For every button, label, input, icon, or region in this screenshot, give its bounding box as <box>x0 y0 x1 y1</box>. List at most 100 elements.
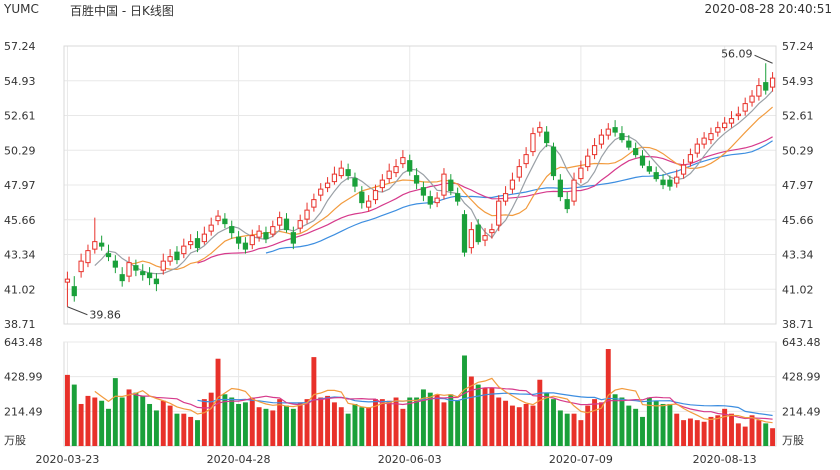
candle-up <box>701 137 707 145</box>
candle-up <box>297 220 303 229</box>
candle-up <box>324 182 331 189</box>
candle-up <box>126 262 132 277</box>
volume-bar <box>352 403 358 446</box>
candle-up <box>167 256 173 262</box>
candle-up <box>516 166 522 178</box>
candle-up <box>249 235 255 246</box>
candle-down <box>639 155 646 166</box>
date-tick-label: 2020-08-13 <box>693 453 757 466</box>
price-tick-label-right: 52.61 <box>782 110 814 123</box>
volume-bar <box>99 400 105 446</box>
volume-bar <box>564 413 570 446</box>
volume-bar <box>551 399 556 446</box>
volume-bar <box>523 403 529 446</box>
volume-bar <box>715 415 721 446</box>
candle-up <box>78 260 84 273</box>
candle-down <box>263 232 269 240</box>
candle-down <box>229 226 235 234</box>
max-annotation-label: 56.09 <box>721 47 753 60</box>
candle-up <box>769 77 776 88</box>
volume-bar <box>331 402 337 446</box>
price-tick-label-right: 50.29 <box>782 144 814 157</box>
volume-bar <box>619 397 625 446</box>
candle-up <box>201 233 207 243</box>
volume-bar <box>722 408 728 446</box>
candle-up <box>585 155 591 168</box>
volume-bar <box>263 408 269 446</box>
candle-up <box>680 164 687 175</box>
candle-down <box>557 179 563 198</box>
volume-bar <box>270 410 276 446</box>
timestamp: 2020-08-28 20:40:51 <box>704 2 832 16</box>
volume-bar <box>318 397 324 446</box>
candle-down <box>99 242 105 247</box>
volume-bar <box>646 397 652 446</box>
candle-up <box>270 226 276 235</box>
price-tick-label-right: 38.71 <box>782 318 814 331</box>
price-tick-label-left: 54.93 <box>4 75 36 88</box>
candle-down <box>345 169 351 177</box>
volume-unit-label-right: 万股 <box>782 434 804 447</box>
candle-down <box>461 214 468 253</box>
candle-up <box>523 154 529 165</box>
volume-bar <box>400 408 406 446</box>
volume-bar <box>188 416 194 446</box>
candle-down <box>413 175 420 184</box>
volume-bar <box>626 405 632 446</box>
price-panel-frame <box>63 45 777 325</box>
candle-up <box>502 193 509 202</box>
candle-up <box>530 133 536 153</box>
volume-bar <box>489 387 495 446</box>
candle-down <box>564 199 570 210</box>
candle-up <box>318 188 324 196</box>
candle-up <box>687 154 694 163</box>
candle-up <box>92 241 98 250</box>
candle-up <box>434 197 440 204</box>
volume-bar <box>256 407 262 446</box>
volume-bar <box>735 423 741 446</box>
volume-bar <box>427 392 433 446</box>
candle-down <box>290 232 296 244</box>
volume-tick-label-left: 643.48 <box>4 336 43 349</box>
volume-ma10-line <box>128 387 773 420</box>
volume-bar <box>742 426 748 446</box>
candle-down <box>242 242 249 250</box>
volume-bar <box>660 403 666 446</box>
volume-bar <box>304 399 310 446</box>
volume-bar <box>749 415 755 446</box>
candle-down <box>283 218 290 231</box>
volume-bar <box>482 387 488 446</box>
price-tick-label-left: 50.29 <box>4 144 36 157</box>
ma5-line <box>94 90 774 275</box>
candle-up <box>537 127 543 133</box>
volume-bar <box>674 413 680 446</box>
volume-bar <box>681 420 687 446</box>
volume-bar <box>290 408 296 446</box>
price-tick-label-left: 45.66 <box>4 214 36 227</box>
candle-down <box>455 193 461 202</box>
candle-up <box>304 209 310 220</box>
volume-bar <box>537 379 543 446</box>
date-tick-label: 2020-07-09 <box>549 453 613 466</box>
volume-bar <box>64 374 70 446</box>
volume-bar <box>112 378 118 446</box>
volume-bar <box>71 384 77 446</box>
volume-bar <box>578 420 584 446</box>
candle-up <box>160 260 166 271</box>
volume-bar <box>640 416 645 446</box>
candle-up <box>605 128 611 136</box>
volume-bar <box>605 349 611 446</box>
candle-down <box>174 251 180 261</box>
volume-bar <box>509 405 515 446</box>
volume-bar <box>667 403 673 446</box>
volume-tick-label-left: 214.49 <box>4 405 43 418</box>
candle-up <box>749 95 755 103</box>
volume-bar <box>174 413 180 446</box>
volume-bar <box>386 400 392 446</box>
candle-up <box>468 229 474 249</box>
candle-up <box>708 133 714 141</box>
candle-down <box>140 271 146 276</box>
volume-bar <box>208 392 214 446</box>
volume-bar <box>126 389 132 446</box>
volume-tick-label-right: 428.99 <box>782 371 821 384</box>
